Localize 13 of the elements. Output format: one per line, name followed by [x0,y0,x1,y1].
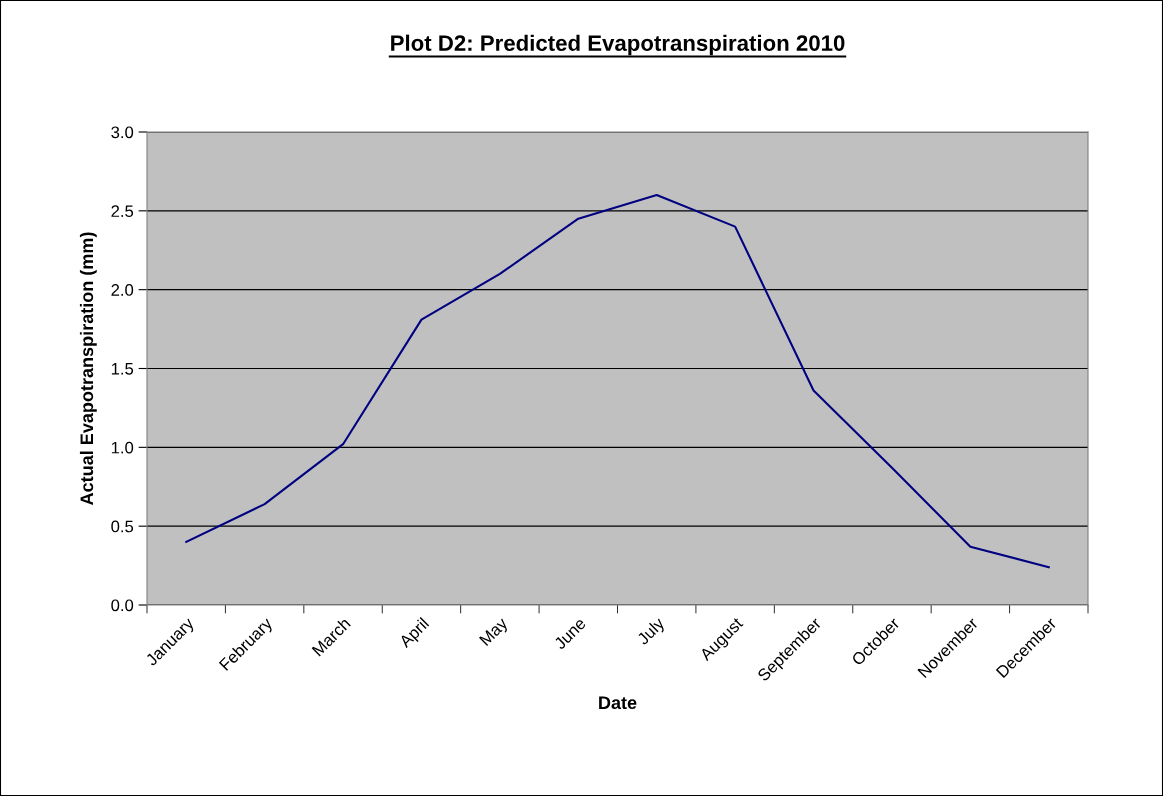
y-tick-label: 0.5 [111,520,134,533]
y-tick-label: 2.5 [111,205,134,218]
y-tick-label: 3.0 [111,126,134,139]
y-axis-title: Actual Evapotranspiration (mm) [79,232,97,505]
x-axis-title: Date [599,696,637,710]
y-tick-label: 1.0 [111,441,134,454]
y-tick-label: 1.5 [111,363,134,375]
chart-title: Plot D2: Predicted Evapotranspiration 2010 [391,34,845,56]
y-tick-label: 2.0 [111,284,134,296]
x-tick-label: May [479,616,511,649]
y-tick-label: 0.0 [111,599,134,612]
line-series [185,194,1050,569]
x-tick-label: July [635,616,668,648]
